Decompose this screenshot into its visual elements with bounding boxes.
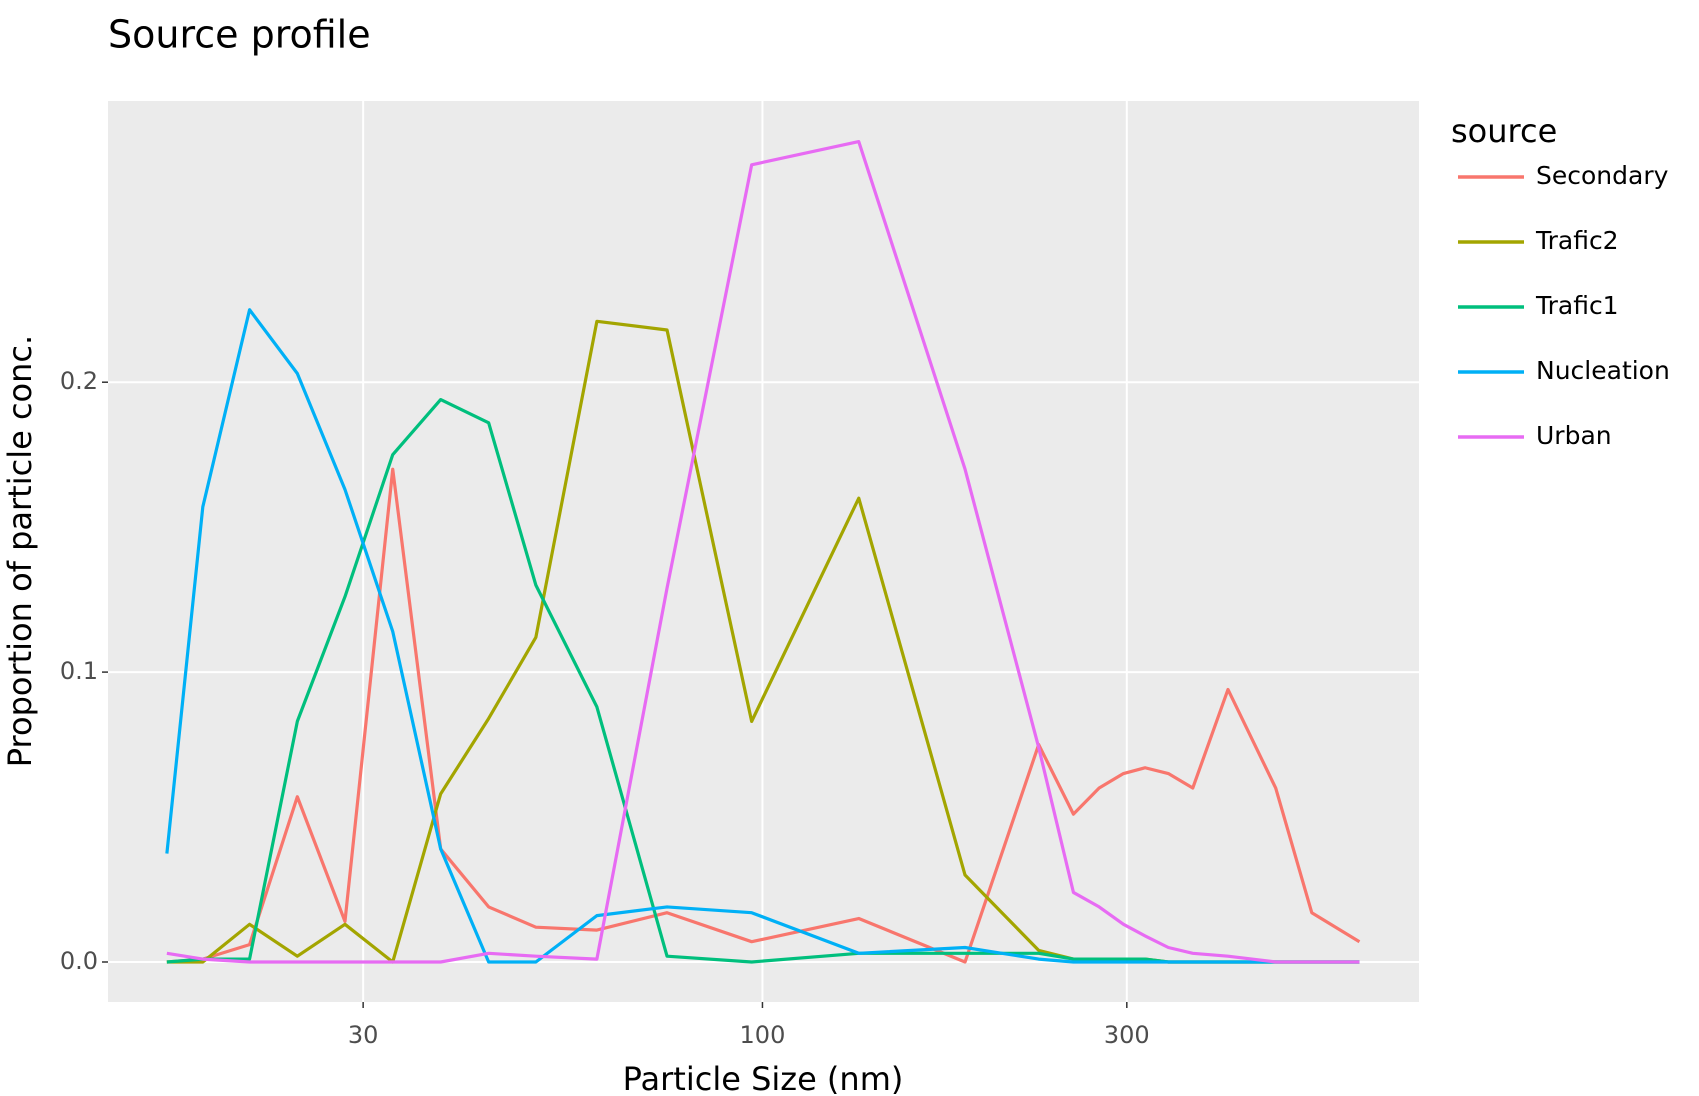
y-tick-label: 0.1 bbox=[60, 657, 98, 685]
labels: 0.0 0.1 0.2 30 100 300 Secondary Trafic2 Trafic1… bbox=[60, 161, 1670, 1049]
y-axis-title: Proportion of particle conc. bbox=[1, 335, 39, 767]
legend-label: Nucleation bbox=[1536, 356, 1670, 385]
chart-title: Source profile bbox=[108, 13, 371, 57]
legend-label: Trafic2 bbox=[1535, 226, 1619, 255]
y-tick-label: 0.0 bbox=[60, 947, 98, 975]
legend-title: source bbox=[1451, 112, 1557, 150]
x-axis-title: Particle Size (nm) bbox=[623, 1060, 904, 1096]
legend-label: Urban bbox=[1536, 421, 1612, 450]
series-line bbox=[166, 467, 1361, 964]
series-line bbox=[165, 308, 1360, 964]
x-tick-label: 100 bbox=[740, 1021, 786, 1049]
y-tick-label: 0.2 bbox=[60, 367, 98, 395]
legend-label: Trafic1 bbox=[1535, 291, 1619, 320]
x-tick-label: 30 bbox=[348, 1021, 379, 1049]
x-tick-label: 300 bbox=[1104, 1021, 1150, 1049]
series-line bbox=[166, 139, 1360, 964]
legend-label: Secondary bbox=[1536, 161, 1669, 190]
lines bbox=[165, 139, 1361, 964]
panel-background bbox=[108, 101, 1419, 1002]
